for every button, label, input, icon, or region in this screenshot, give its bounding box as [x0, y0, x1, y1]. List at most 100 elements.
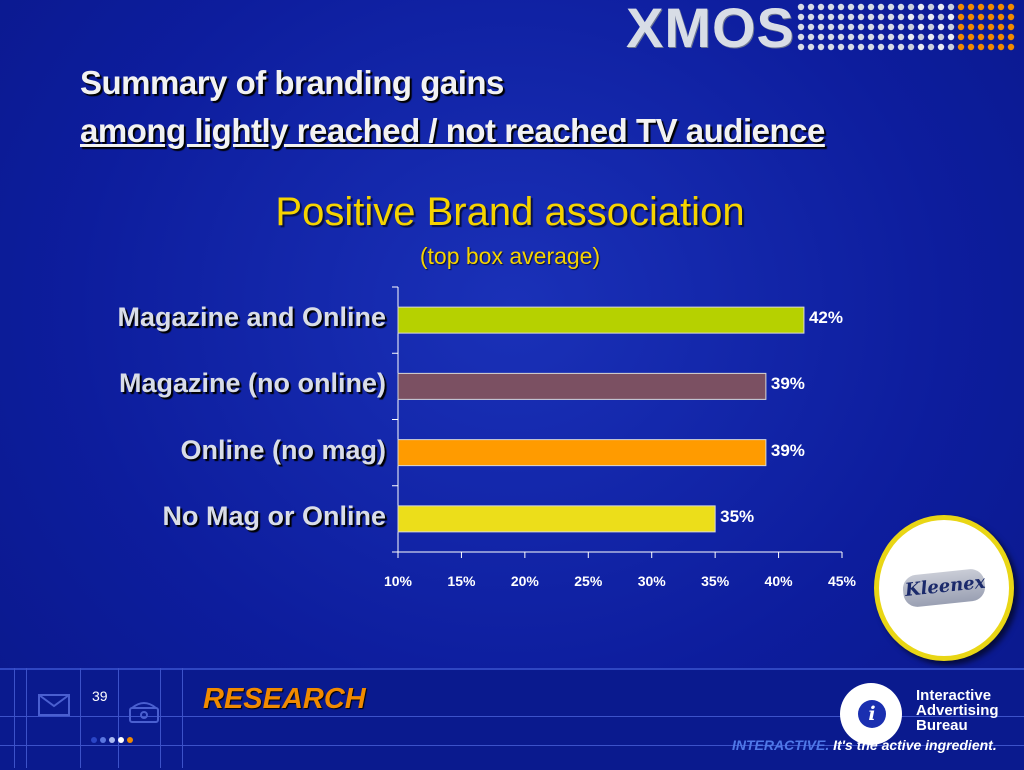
- logo-dot: [997, 13, 1005, 21]
- tagline-part-2: It's the active ingredient.: [829, 737, 997, 753]
- footer-divider: [80, 668, 81, 768]
- logo-dot: [907, 43, 915, 51]
- bar: [397, 306, 805, 334]
- logo-dot: [887, 23, 895, 31]
- logo-dot: [817, 13, 825, 21]
- logo-dot: [927, 43, 935, 51]
- logo-dot: [897, 33, 905, 41]
- logo-dot: [857, 23, 865, 31]
- logo-dot: [827, 3, 835, 11]
- logo-dot: [997, 3, 1005, 11]
- logo-dot: [967, 33, 975, 41]
- bar-value-label: 39%: [770, 374, 805, 394]
- x-tick-label: 20%: [510, 573, 539, 589]
- logo-dot: [1007, 23, 1015, 31]
- logo-dot: [817, 43, 825, 51]
- logo-dot: [807, 33, 815, 41]
- logo-dot: [867, 13, 875, 21]
- logo-dot: [967, 13, 975, 21]
- logo-dot: [947, 33, 955, 41]
- logo-dot: [957, 43, 965, 51]
- logo-dot: [827, 13, 835, 21]
- x-tick-label: 35%: [701, 573, 730, 589]
- logo-dot: [867, 3, 875, 11]
- category-label: Online (no mag): [180, 434, 387, 465]
- logo-dot: [987, 23, 995, 31]
- logo-dot: [977, 23, 985, 31]
- bar-value-label: 35%: [720, 506, 755, 526]
- logo-dot: [837, 13, 845, 21]
- logo-dot: [807, 43, 815, 51]
- phone-icon: [129, 702, 159, 723]
- logo-dot: [937, 33, 945, 41]
- logo-dot: [937, 13, 945, 21]
- x-tick-label: 40%: [764, 573, 793, 589]
- logo-dot: [927, 23, 935, 31]
- logo-dot: [917, 43, 925, 51]
- category-label: No Mag or Online: [162, 500, 386, 531]
- logo-dot: [997, 23, 1005, 31]
- bar: [397, 439, 767, 467]
- category-label: Magazine (no online): [119, 368, 386, 399]
- logo-dot: [927, 3, 935, 11]
- logo-dot: [967, 23, 975, 31]
- logo-dot: [1007, 43, 1015, 51]
- iab-logo: i: [840, 683, 902, 745]
- logo-dot: [1007, 3, 1015, 11]
- logo-dot: [817, 3, 825, 11]
- logo-dot: [897, 13, 905, 21]
- logo-dot: [877, 23, 885, 31]
- bar: [397, 372, 767, 400]
- chart-subtitle: (top box average): [419, 243, 601, 269]
- logo-dot: [857, 3, 865, 11]
- logo-dot: [857, 13, 865, 21]
- envelope-icon: [38, 694, 70, 716]
- footer-divider: [0, 745, 1024, 746]
- footer-dots: [91, 737, 133, 743]
- logo-dot: [977, 43, 985, 51]
- logo-dot: [807, 13, 815, 21]
- logo-dot: [997, 33, 1005, 41]
- logo-dot: [957, 23, 965, 31]
- x-tick-label: 25%: [574, 573, 603, 589]
- logo-dot: [907, 13, 915, 21]
- kleenex-badge: Kleenex: [874, 515, 1014, 661]
- logo-dot: [957, 33, 965, 41]
- logo-dot: [977, 33, 985, 41]
- logo-dot: [797, 33, 805, 41]
- logo-dot: [797, 13, 805, 21]
- logo-dot: [797, 23, 805, 31]
- logo-dot: [867, 43, 875, 51]
- logo-dot: [907, 33, 915, 41]
- logo-dot: [917, 13, 925, 21]
- logo-dot: [827, 43, 835, 51]
- logo-dot: [857, 43, 865, 51]
- logo-dot: [847, 3, 855, 11]
- logo-dot: [817, 23, 825, 31]
- footer-divider: [14, 668, 15, 768]
- logo-dot: [877, 13, 885, 21]
- category-label: Magazine and Online: [117, 302, 386, 333]
- tagline: INTERACTIVE. It's the active ingredient.: [732, 737, 997, 753]
- logo-dot: [837, 33, 845, 41]
- bar-value-label: 39%: [770, 440, 805, 460]
- logo-dot: [887, 13, 895, 21]
- iab-name-line-3: Bureau: [916, 717, 968, 734]
- logo-dot: [927, 13, 935, 21]
- research-label: RESEARCH: [203, 683, 366, 715]
- logo-dot: [917, 23, 925, 31]
- logo-dot: [987, 13, 995, 21]
- x-tick-label: 30%: [637, 573, 666, 589]
- slide-title-line-1: Summary of branding gains: [80, 64, 504, 101]
- logo-dot: [957, 3, 965, 11]
- x-tick-label: 10%: [383, 573, 413, 589]
- logo-dot: [807, 3, 815, 11]
- logo-dot: [937, 43, 945, 51]
- page-number: 39: [92, 688, 108, 704]
- logo-dot: [987, 33, 995, 41]
- logo-dot: [1007, 33, 1015, 41]
- logo-dot: [897, 3, 905, 11]
- footer-divider: [182, 668, 183, 768]
- footer-divider: [0, 716, 1024, 717]
- x-tick-label: 45%: [827, 573, 857, 589]
